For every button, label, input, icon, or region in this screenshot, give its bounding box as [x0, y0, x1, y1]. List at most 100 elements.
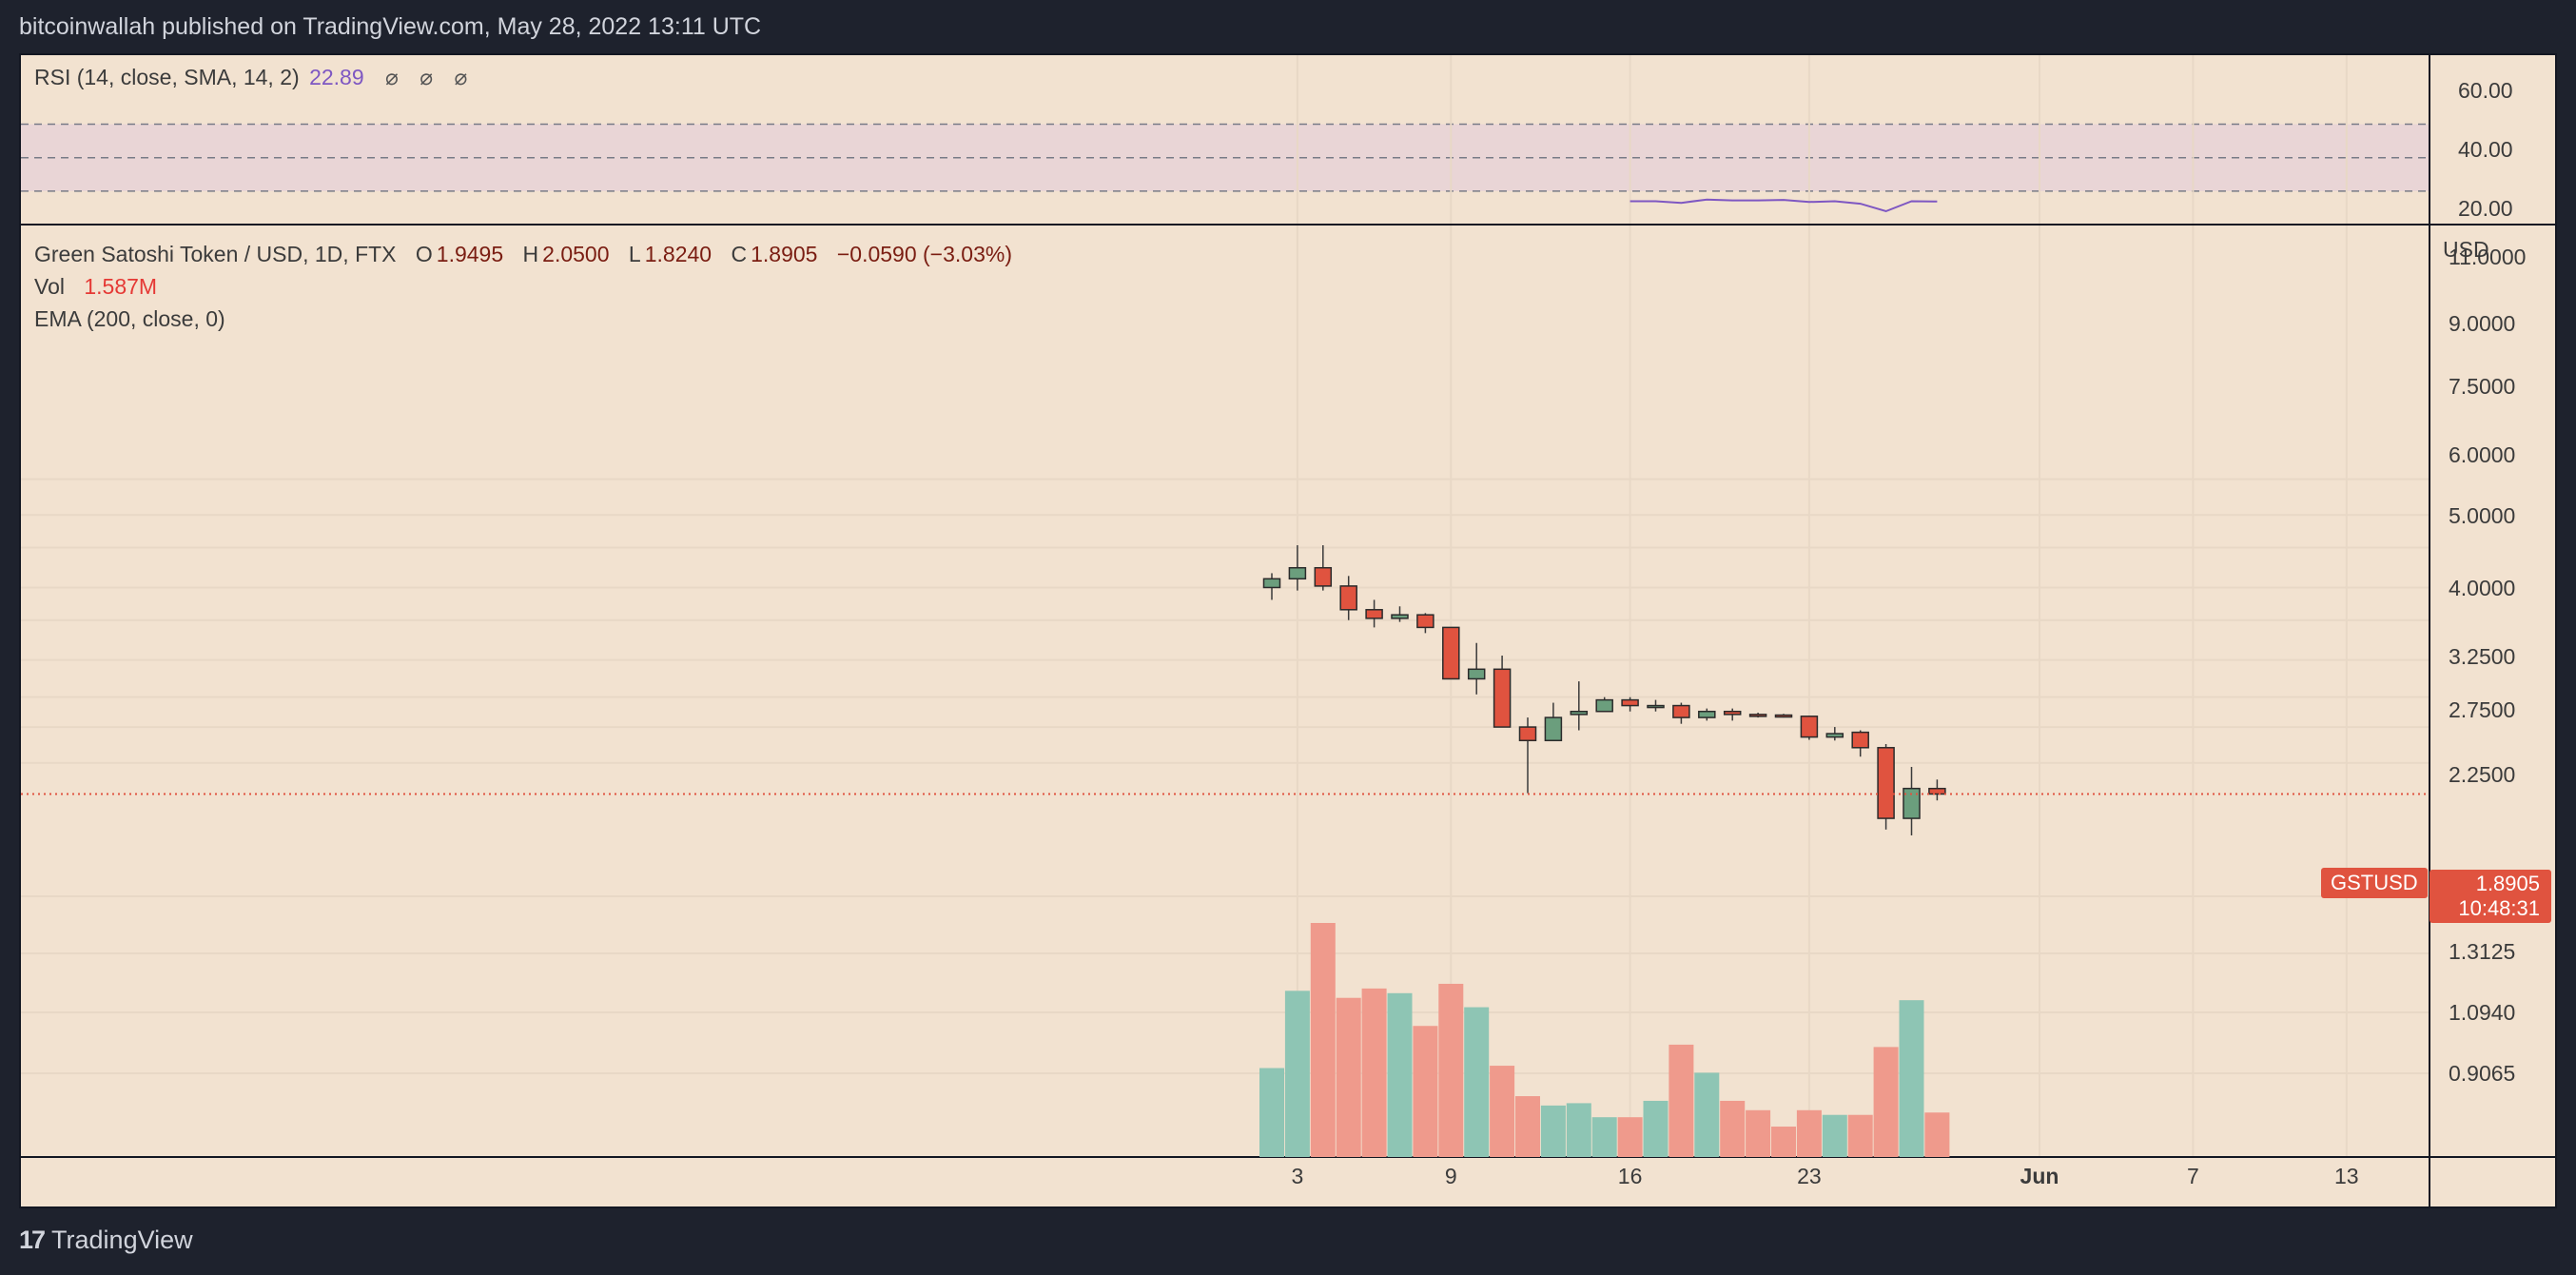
candle [1698, 708, 1716, 721]
candle [1262, 573, 1281, 600]
price-tick-label: 7.5000 [2449, 374, 2515, 399]
volume-bar [1899, 1000, 1924, 1157]
candle-body [1621, 698, 1639, 707]
candle-body [1774, 714, 1793, 718]
candle-body [1698, 710, 1716, 718]
symbol-title: Green Satoshi Token / USD, 1D, FTX [34, 242, 397, 266]
candle [1493, 656, 1512, 728]
price-tick-label: 4.0000 [2449, 576, 2515, 600]
volume-bar [1310, 923, 1336, 1157]
volume-bar [1643, 1100, 1669, 1157]
volume-bar [1771, 1127, 1796, 1157]
candle [1288, 545, 1307, 591]
low-value: 1.8240 [644, 242, 712, 266]
candle-body [1647, 704, 1665, 709]
volume-bar [1924, 1112, 1950, 1157]
candle-body [1877, 747, 1895, 819]
volume-bar [1361, 988, 1387, 1157]
candle-body [1365, 609, 1383, 619]
close-value: 1.8905 [751, 242, 818, 266]
open-label: O [415, 242, 433, 266]
candle [1800, 716, 1819, 740]
candle-body [1544, 716, 1563, 742]
symbol-price-tag: GSTUSD [2321, 868, 2428, 898]
candle [1928, 779, 1946, 801]
volume-bar [1259, 1068, 1284, 1157]
candle-body [1903, 787, 1921, 819]
volume-bar [1464, 1007, 1490, 1157]
time-tick-label: 7 [2187, 1164, 2199, 1188]
time-tick-label: 3 [1292, 1164, 1304, 1188]
candle-body [1493, 668, 1512, 728]
price-tick-label: 3.2500 [2449, 644, 2515, 669]
chart-canvas[interactable]: 11.0000 9.0000 7.5000 6.0000 5.0000 4.0000 3.2… [21, 55, 2555, 1206]
candle [1595, 696, 1613, 713]
candle-body [1262, 578, 1281, 589]
volume-bar [1669, 1044, 1694, 1157]
volume-bar [1591, 1117, 1617, 1157]
volume-bar [1387, 992, 1413, 1157]
high-label: H [522, 242, 539, 266]
current-price-tag: 1.8905 10:48:31 [2430, 870, 2551, 923]
volume-value: 1.587M [84, 274, 158, 299]
candle [1647, 699, 1665, 712]
price-tick-label: 1.3125 [2449, 939, 2515, 964]
candle [1851, 730, 1869, 757]
volume-bar [1284, 991, 1310, 1157]
rsi-legend[interactable]: RSI (14, close, SMA, 14, 2) 22.89 ⌀ ⌀ ⌀ [34, 65, 471, 90]
volume-bar [1720, 1100, 1746, 1157]
volume-bar [1873, 1047, 1899, 1157]
price-tick-label: 2.2500 [2449, 762, 2515, 787]
rsi-tick-label: 20.00 [2458, 196, 2513, 221]
candle [1672, 702, 1690, 724]
rsi-tick-label: 60.00 [2458, 78, 2513, 103]
candle [1903, 767, 1921, 835]
time-tick-label: 13 [2334, 1164, 2359, 1188]
ema-legend[interactable]: EMA (200, close, 0) [34, 306, 229, 332]
rsi-line [1630, 198, 1938, 213]
candle-body [1748, 714, 1767, 717]
candle [1442, 626, 1460, 680]
change-value: −0.0590 (−3.03%) [836, 242, 1012, 266]
candle-body [1723, 710, 1742, 716]
price-tick-label: 2.7500 [2449, 697, 2515, 722]
price-tick-label: 6.0000 [2449, 442, 2515, 467]
candle [1774, 714, 1793, 718]
candle [1391, 606, 1409, 622]
volume-bar [1617, 1117, 1643, 1157]
volume-bar [1847, 1114, 1873, 1157]
rsi-value: 22.89 [309, 65, 364, 89]
candle [1570, 681, 1589, 731]
candle-body [1339, 585, 1357, 611]
volume-bar [1822, 1114, 1847, 1157]
volume-bar [1796, 1109, 1822, 1157]
price-tick-label: 11.0000 [2449, 245, 2526, 269]
volume-bar [1336, 997, 1361, 1157]
open-value: 1.9495 [436, 242, 504, 266]
low-label: L [628, 242, 641, 266]
candle-body [1595, 698, 1613, 713]
candle [1314, 545, 1333, 591]
volume-bar [1490, 1066, 1515, 1157]
candle [1877, 743, 1895, 830]
candle [1339, 576, 1357, 620]
candle-body [1672, 704, 1690, 718]
bar-countdown: 10:48:31 [2458, 896, 2540, 920]
candle-body [1416, 614, 1434, 629]
price-tick-label: 5.0000 [2449, 503, 2515, 528]
rsi-na-1: ⌀ [385, 65, 399, 89]
tradingview-brand[interactable]: 17 TradingView [19, 1226, 193, 1255]
volume-label: Vol [34, 274, 65, 299]
chart-frame[interactable]: 11.0000 9.0000 7.5000 6.0000 5.0000 4.0000 3.2… [19, 53, 2557, 1208]
candle-body [1288, 566, 1307, 580]
candle-body [1851, 731, 1869, 749]
candle-body [1314, 566, 1333, 587]
symbol-legend[interactable]: Green Satoshi Token / USD, 1D, FTX O 1.94… [34, 242, 1016, 267]
volume-legend[interactable]: Vol 1.587M [34, 274, 161, 300]
candle [1544, 702, 1563, 742]
candle-body [1800, 716, 1819, 738]
candle-body [1391, 614, 1409, 619]
volume-bar [1566, 1103, 1591, 1157]
brand-name: TradingView [51, 1226, 193, 1254]
rsi-na-2: ⌀ [420, 65, 434, 89]
